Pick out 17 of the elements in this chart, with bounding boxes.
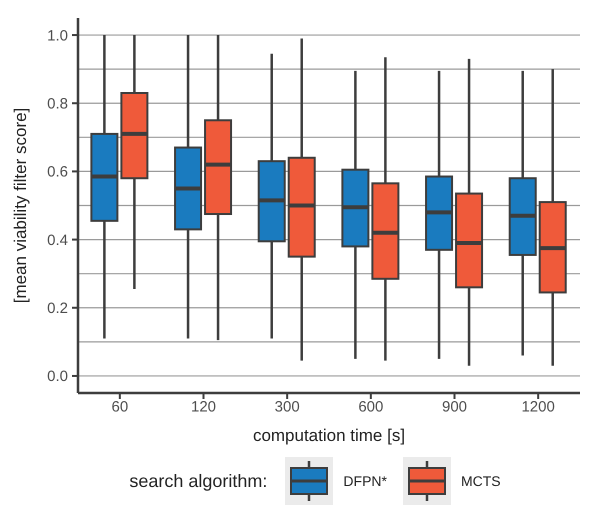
x-tick-label: 60: [111, 398, 128, 416]
legend-title: search algorithm:: [129, 470, 268, 492]
y-tick-label: 0.2: [47, 300, 68, 318]
y-tick-label: 0.4: [47, 232, 68, 249]
y-tick-label: 0.0: [47, 368, 68, 386]
x-tick-label: 900: [442, 398, 468, 416]
y-axis-title: [mean viability filter score]: [11, 108, 30, 304]
y-tick-label: 1.0: [47, 27, 68, 44]
legend-label: DFPN*: [343, 473, 387, 489]
x-tick-label: 300: [274, 398, 300, 416]
legend-label: MCTS: [460, 473, 501, 489]
y-tick-label: 0.8: [47, 95, 68, 112]
x-tick-label: 600: [358, 398, 384, 416]
x-tick-label: 1200: [521, 398, 555, 416]
x-axis-title: computation time [s]: [252, 426, 406, 445]
x-tick-label: 120: [190, 398, 216, 416]
y-tick-label: 0.6: [47, 164, 68, 181]
